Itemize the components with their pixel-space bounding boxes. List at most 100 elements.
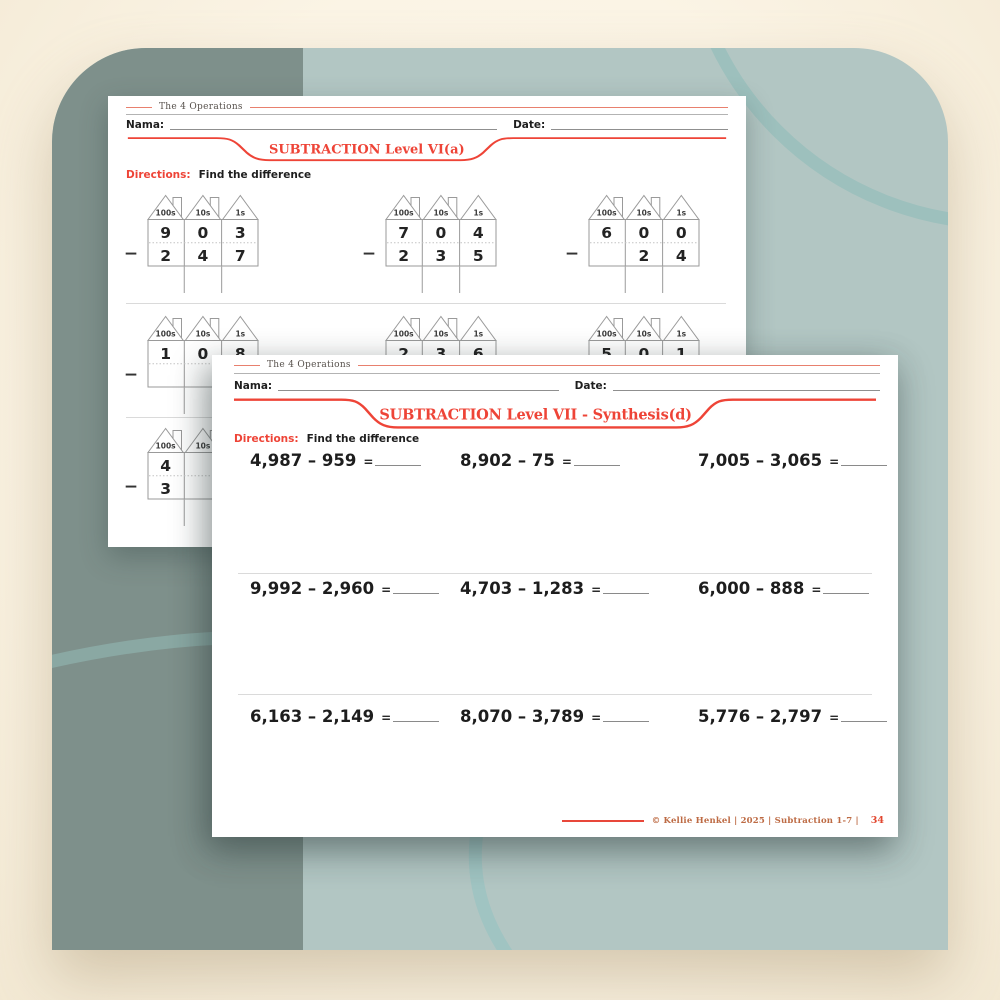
name-line bbox=[170, 119, 498, 130]
arc-bottom-center bbox=[468, 824, 513, 950]
svg-text:10s: 10s bbox=[433, 209, 448, 218]
svg-text:1: 1 bbox=[160, 345, 171, 363]
arc-bottom-left bbox=[52, 631, 223, 669]
svg-text:100s: 100s bbox=[156, 330, 177, 339]
header-right-line bbox=[357, 364, 880, 366]
house-problem: 100s 10s 1s 7 2 0 3 4 5 bbox=[385, 194, 497, 294]
subtraction-problem: 8,070 – 3,789 = bbox=[460, 707, 650, 726]
row-divider bbox=[238, 694, 872, 695]
page-title: SUBTRACTION Level VII - Synthesis(d) bbox=[379, 406, 692, 424]
svg-text:5: 5 bbox=[473, 247, 484, 265]
name-label: Nama: bbox=[234, 380, 273, 392]
minus-sign: − bbox=[123, 244, 139, 264]
header-left-line bbox=[234, 364, 260, 366]
svg-text:10s: 10s bbox=[195, 442, 210, 451]
svg-text:4: 4 bbox=[160, 457, 171, 475]
header-left-line bbox=[126, 106, 152, 108]
svg-text:1s: 1s bbox=[676, 330, 686, 339]
equals-sign: = bbox=[591, 583, 602, 597]
header-rule bbox=[234, 373, 880, 374]
subtraction-problem: 6,163 – 2,149 = bbox=[250, 707, 440, 726]
svg-text:0: 0 bbox=[198, 224, 209, 242]
svg-text:5: 5 bbox=[601, 345, 612, 363]
name-date-row: Nama: Date: bbox=[234, 380, 880, 392]
answer-blank bbox=[573, 453, 620, 466]
subtraction-problem: 4,703 – 1,283 = bbox=[460, 579, 650, 598]
equals-sign: = bbox=[591, 711, 602, 725]
name-line bbox=[278, 380, 559, 391]
problem-row: 4,987 – 959 = 8,902 – 75 = 7,005 – 3,065 = bbox=[212, 451, 898, 477]
page-footer: © Kellie Henkel | 2025 | Subtraction 1-7… bbox=[561, 815, 884, 826]
svg-text:3: 3 bbox=[436, 345, 447, 363]
equals-sign: = bbox=[363, 455, 374, 469]
svg-text:0: 0 bbox=[639, 345, 650, 363]
equals-sign: = bbox=[829, 455, 840, 469]
svg-text:6: 6 bbox=[473, 345, 484, 363]
svg-text:4: 4 bbox=[676, 247, 687, 265]
svg-text:4: 4 bbox=[198, 247, 209, 265]
svg-text:10s: 10s bbox=[195, 209, 210, 218]
svg-text:10s: 10s bbox=[636, 209, 651, 218]
directions-text: Find the difference bbox=[306, 433, 420, 445]
svg-text:2: 2 bbox=[639, 247, 650, 265]
svg-text:100s: 100s bbox=[597, 330, 618, 339]
svg-text:7: 7 bbox=[235, 247, 246, 265]
name-date-row: Nama: Date: bbox=[126, 119, 728, 131]
answer-blank bbox=[393, 709, 440, 722]
problem-expression: 8,902 – 75 bbox=[460, 451, 555, 470]
equals-sign: = bbox=[381, 583, 392, 597]
svg-text:10s: 10s bbox=[433, 330, 448, 339]
subtraction-problem: 8,902 – 75 = bbox=[460, 451, 620, 470]
minus-sign: − bbox=[361, 244, 377, 264]
collection-title: The 4 Operations bbox=[267, 360, 351, 370]
date-line bbox=[612, 380, 880, 391]
svg-text:6: 6 bbox=[601, 224, 612, 242]
answer-blank bbox=[393, 581, 440, 594]
problem-expression: 8,070 – 3,789 bbox=[460, 707, 585, 726]
equals-sign: = bbox=[811, 583, 822, 597]
svg-text:100s: 100s bbox=[394, 209, 415, 218]
problem-expression: 9,992 – 2,960 bbox=[250, 579, 375, 598]
minus-sign: − bbox=[123, 477, 139, 497]
svg-text:8: 8 bbox=[235, 345, 246, 363]
answer-blank bbox=[603, 709, 650, 722]
problem-expression: 5,776 – 2,797 bbox=[698, 707, 823, 726]
problem-row: 9,992 – 2,960 = 4,703 – 1,283 = 6,000 – 888 = bbox=[212, 579, 898, 605]
svg-text:1s: 1s bbox=[676, 209, 686, 218]
svg-text:3: 3 bbox=[436, 247, 447, 265]
svg-text:9: 9 bbox=[160, 224, 171, 242]
answer-blank bbox=[841, 453, 888, 466]
minus-sign: − bbox=[123, 365, 139, 385]
subtraction-problem: 5,776 – 2,797 = bbox=[698, 707, 888, 726]
subtraction-problem: 7,005 – 3,065 = bbox=[698, 451, 888, 470]
directions-label: Directions: bbox=[234, 433, 299, 445]
svg-text:2: 2 bbox=[160, 247, 171, 265]
subtraction-problem: 9,992 – 2,960 = bbox=[250, 579, 440, 598]
svg-text:3: 3 bbox=[160, 480, 171, 498]
directions-text: Find the difference bbox=[198, 169, 312, 181]
svg-text:1s: 1s bbox=[473, 330, 483, 339]
problem-expression: 7,005 – 3,065 bbox=[698, 451, 823, 470]
collection-title: The 4 Operations bbox=[159, 102, 243, 112]
equals-sign: = bbox=[829, 711, 840, 725]
svg-text:2: 2 bbox=[398, 345, 409, 363]
problem-expression: 4,703 – 1,283 bbox=[460, 579, 585, 598]
svg-text:100s: 100s bbox=[597, 209, 618, 218]
svg-text:1s: 1s bbox=[235, 330, 245, 339]
copyright-text: © Kellie Henkel | 2025 | Subtraction 1-7… bbox=[651, 815, 859, 826]
problem-expression: 6,163 – 2,149 bbox=[250, 707, 375, 726]
equals-sign: = bbox=[561, 455, 572, 469]
subtraction-problem: 4,987 – 959 = bbox=[250, 451, 422, 470]
worksheet-header: The 4 Operations bbox=[234, 358, 880, 372]
svg-text:1s: 1s bbox=[235, 209, 245, 218]
date-label: Date: bbox=[513, 119, 546, 131]
svg-text:2: 2 bbox=[398, 247, 409, 265]
page-number: 34 bbox=[870, 815, 884, 826]
equals-sign: = bbox=[381, 711, 392, 725]
banner-swoosh bbox=[233, 398, 877, 429]
date-line bbox=[551, 119, 728, 130]
answer-blank bbox=[841, 709, 888, 722]
title-banner: SUBTRACTION Level VII - Synthesis(d) bbox=[232, 397, 878, 431]
worksheet-header: The 4 Operations bbox=[126, 100, 728, 114]
